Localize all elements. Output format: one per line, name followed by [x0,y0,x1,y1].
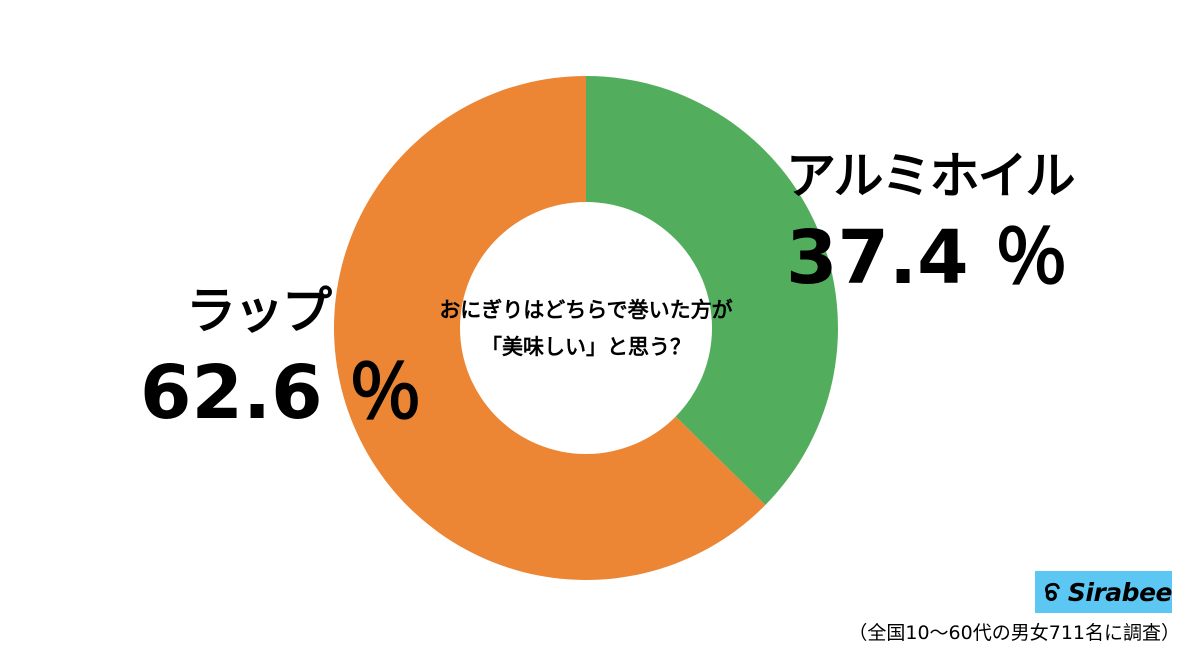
value-label-aluminum: 37.4 ％ [786,215,1068,301]
slice-aluminum [586,76,839,506]
series-label-aluminum: アルミホイル [786,147,1074,205]
survey-footnote: （全国10〜60代の男女711名に調査） [848,622,1180,644]
chart-title-line-2: 「美味しい」と思う？ [481,335,691,359]
donut-hole [460,202,712,454]
value-label-wrap: 62.6 ％ [140,350,422,436]
sirabee-mark-icon [1045,582,1060,602]
sirabee-logo: Sirabee [1035,571,1173,613]
chart-title-line-1: おにぎりはどちらで巻いた方が [439,298,732,322]
logo-text: Sirabee [1067,577,1173,607]
series-label-wrap: ラップ [186,282,332,340]
